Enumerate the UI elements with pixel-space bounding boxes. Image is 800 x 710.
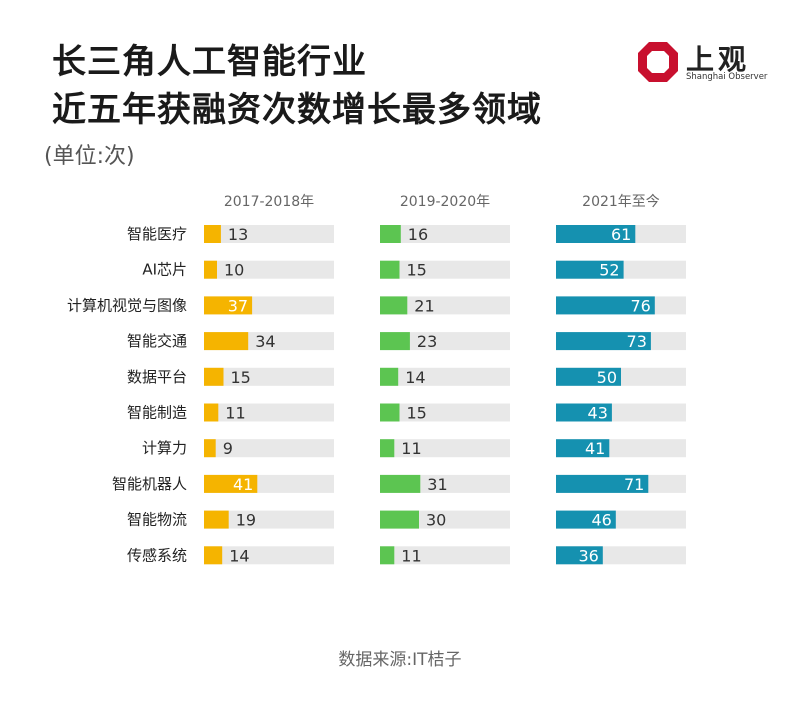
bar-series-2 xyxy=(556,225,636,243)
bar-series-0 xyxy=(204,474,258,493)
bar-series-0 xyxy=(204,332,249,351)
data-label: 71 xyxy=(624,475,644,494)
logo-text-cn: 上观 xyxy=(686,43,751,76)
bar-series-1 xyxy=(380,367,399,386)
category-label: 智能交通 xyxy=(127,332,187,350)
series-header-2: 2021年至今 xyxy=(582,194,660,210)
category-label: 智能制造 xyxy=(127,404,187,422)
bar-track xyxy=(204,260,334,279)
bar-track xyxy=(380,367,510,386)
bar-series-0 xyxy=(204,510,229,529)
category-label: 数据平台 xyxy=(127,368,187,386)
bar-series-0 xyxy=(204,260,217,279)
data-label: 9 xyxy=(223,439,233,458)
bar-series-1 xyxy=(380,296,408,315)
bar-series-0 xyxy=(204,546,223,565)
data-label: 14 xyxy=(405,368,425,387)
data-label: 46 xyxy=(591,511,611,530)
data-label: 15 xyxy=(407,404,427,423)
data-label: 31 xyxy=(427,475,447,494)
bar-series-2 xyxy=(556,474,649,493)
bar-track xyxy=(380,439,510,458)
bar-series-1 xyxy=(380,439,395,458)
category-label: 计算力 xyxy=(142,439,187,457)
bar-track xyxy=(204,367,334,386)
data-label: 15 xyxy=(231,368,251,387)
logo-text-en: Shanghai Observer xyxy=(686,72,768,82)
data-label: 34 xyxy=(255,332,275,351)
data-label: 43 xyxy=(588,404,608,423)
shanghai-observer-logo: 上观 Shanghai Observer xyxy=(636,38,768,86)
data-label: 11 xyxy=(401,546,421,565)
bar-series-2 xyxy=(556,510,616,529)
bar-track xyxy=(204,546,334,565)
bar-series-0 xyxy=(204,225,221,243)
bar-series-2 xyxy=(556,546,603,565)
bar-track xyxy=(380,546,510,565)
bar-series-2 xyxy=(556,332,651,351)
bar-track xyxy=(380,332,510,351)
data-label: 50 xyxy=(597,368,617,387)
bar-series-2 xyxy=(556,439,610,458)
bar-track xyxy=(380,403,510,422)
chart-title: 长三角人工智能行业 近五年获融资次数增长最多领域 xyxy=(52,38,542,134)
bar-track xyxy=(204,225,334,243)
bar-series-1 xyxy=(380,260,400,279)
data-label: 11 xyxy=(401,439,421,458)
bar-series-0 xyxy=(204,403,219,422)
bar-track xyxy=(380,260,510,279)
bar-series-1 xyxy=(380,225,401,243)
data-label: 41 xyxy=(233,475,253,494)
data-label: 23 xyxy=(417,332,437,351)
data-label: 10 xyxy=(224,261,244,280)
bar-track xyxy=(204,439,334,458)
category-label: 智能医疗 xyxy=(127,225,187,243)
title-line-1: 长三角人工智能行业 xyxy=(52,42,367,82)
bar-track xyxy=(380,225,510,243)
category-label: 传感系统 xyxy=(127,546,187,564)
category-label: AI芯片 xyxy=(142,261,187,279)
data-label: 19 xyxy=(236,511,256,530)
source-note: 数据来源:IT桔子 xyxy=(338,650,462,670)
title-line-2: 近五年获融资次数增长最多领域 xyxy=(52,90,542,130)
data-label: 21 xyxy=(414,296,434,315)
data-label: 30 xyxy=(426,511,446,530)
category-label: 计算机视觉与图像 xyxy=(67,296,187,314)
bar-track xyxy=(204,403,334,422)
data-label: 73 xyxy=(627,332,647,351)
data-label: 37 xyxy=(228,296,248,315)
bar-series-1 xyxy=(380,546,395,565)
bar-series-2 xyxy=(556,367,621,386)
bar-track xyxy=(380,296,510,315)
data-label: 14 xyxy=(229,546,249,565)
data-label: 76 xyxy=(630,296,650,315)
bar-series-2 xyxy=(556,260,624,279)
bar-series-2 xyxy=(556,403,612,422)
data-label: 15 xyxy=(407,261,427,280)
data-label: 52 xyxy=(599,261,619,280)
bar-series-0 xyxy=(204,439,216,458)
data-label: 13 xyxy=(228,225,248,244)
unit-label: (单位:次) xyxy=(44,144,135,169)
series-header-1: 2019-2020年 xyxy=(400,194,490,210)
bar-series-0 xyxy=(204,367,224,386)
bar-series-1 xyxy=(380,332,410,351)
bar-track xyxy=(204,510,334,529)
data-label: 61 xyxy=(611,225,631,244)
bar-series-1 xyxy=(380,474,421,493)
data-label: 41 xyxy=(585,439,605,458)
octagon-logo-icon xyxy=(638,42,678,82)
data-label: 16 xyxy=(408,225,428,244)
bar-series-2 xyxy=(556,296,655,315)
data-label: 11 xyxy=(225,404,245,423)
bar-series-1 xyxy=(380,403,400,422)
series-header-0: 2017-2018年 xyxy=(224,194,314,210)
bar-series-0 xyxy=(204,296,253,315)
category-label: 智能物流 xyxy=(127,511,187,529)
bar-series-1 xyxy=(380,510,419,529)
data-label: 36 xyxy=(578,546,598,565)
category-label: 智能机器人 xyxy=(112,475,187,493)
